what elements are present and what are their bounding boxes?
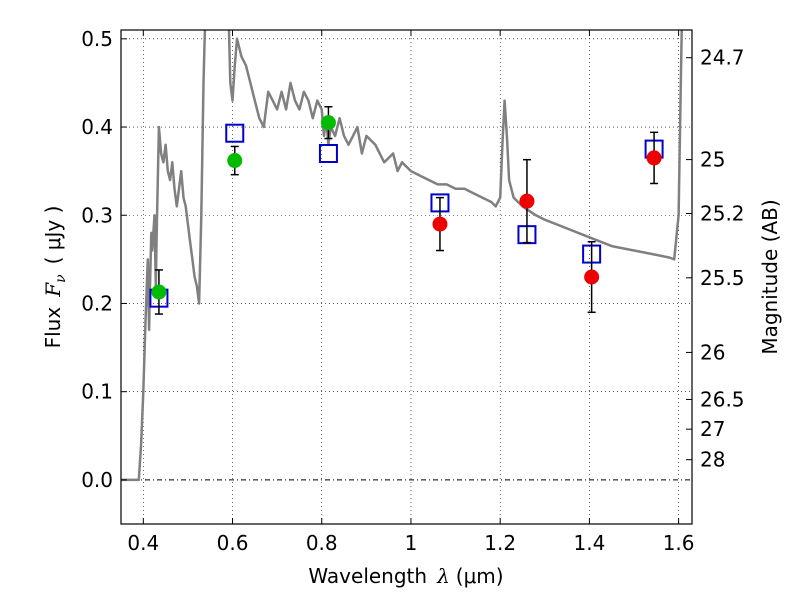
- x-tick-label: 1.2: [484, 531, 516, 555]
- x-axis-ticks: 0.4 0.6 0.8 1 1.2 1.4 1.6: [127, 30, 695, 555]
- plot-inner: [121, 30, 683, 482]
- observed-point: [151, 284, 167, 300]
- plot-frame: [120, 29, 693, 525]
- magnitude-tick-label: 25: [700, 148, 725, 172]
- y-tick-label: 0.3: [81, 203, 113, 227]
- observed-point: [584, 269, 600, 285]
- magnitude-tick-label: 28: [700, 448, 725, 472]
- observed-point: [646, 150, 662, 166]
- x-tick-label: 1.4: [573, 531, 605, 555]
- observed-point: [320, 115, 336, 131]
- observed-point: [432, 216, 448, 232]
- grid: [121, 30, 692, 524]
- y-tick-label: 0.4: [81, 115, 113, 139]
- observed-point: [519, 193, 535, 209]
- x-tick-label: 0.6: [217, 531, 249, 555]
- model-photometry-square: [318, 144, 338, 163]
- magnitude-axis-ticks: 24.7 25 25.2 25.5 26 26.5 27 28: [686, 46, 745, 472]
- y-axis-label: FluxFν( μJy ): [41, 206, 69, 349]
- y-tick-label: 0.1: [81, 380, 113, 404]
- y-tick-label: 0.5: [81, 27, 113, 51]
- x-tick-label: 0.8: [306, 531, 338, 555]
- magnitude-tick-label: 25.5: [700, 266, 745, 290]
- x-tick-label: 0.4: [127, 531, 159, 555]
- model-photometry-square: [225, 123, 245, 143]
- magnitude-tick-label: 27: [700, 417, 725, 441]
- y-tick-label: 0.2: [81, 291, 113, 315]
- x-tick-label: 1.6: [663, 531, 695, 555]
- observed-point: [227, 153, 243, 169]
- x-axis-label: Wavelength λ (μm): [308, 564, 503, 588]
- magnitude-tick-label: 24.7: [700, 46, 745, 70]
- magnitude-tick-label: 26.5: [700, 387, 745, 411]
- y-axis-ticks: 0.0 0.1 0.2 0.3 0.4 0.5: [81, 27, 127, 492]
- plot-area: [121, 30, 683, 482]
- y-tick-label: 0.0: [81, 468, 113, 492]
- sed-model-line: [121, 30, 683, 482]
- y2-axis-label: Magnitude (AB): [758, 199, 782, 354]
- magnitude-tick-label: 25.2: [700, 201, 745, 225]
- magnitude-tick-label: 26: [700, 340, 725, 364]
- x-tick-label: 1: [405, 531, 418, 555]
